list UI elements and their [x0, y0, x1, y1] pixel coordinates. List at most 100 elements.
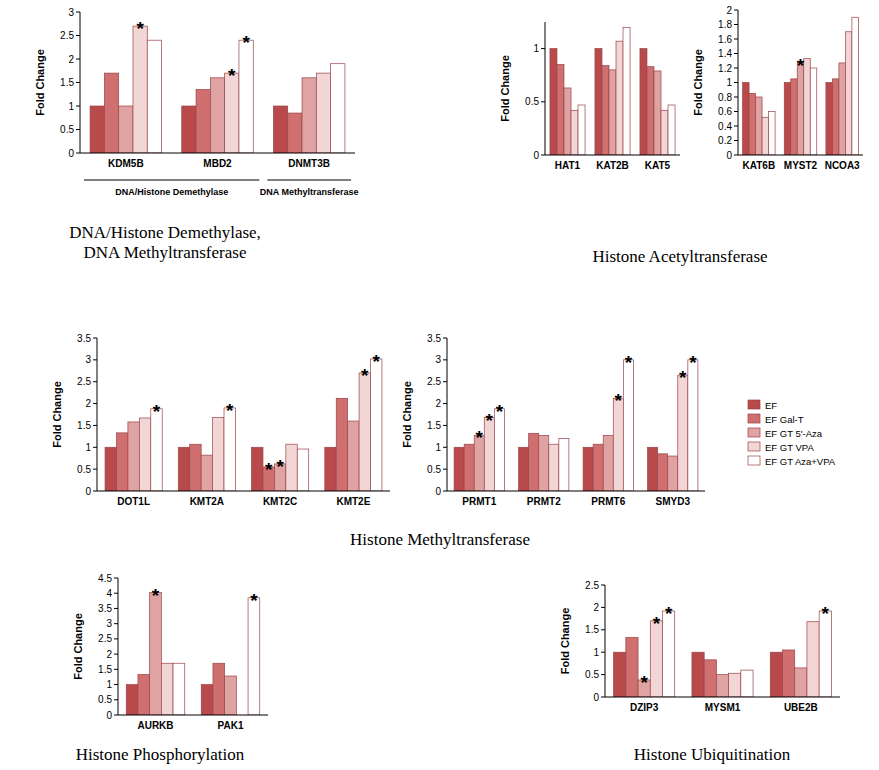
y-tick-label: 0: [533, 150, 539, 161]
bar: [602, 66, 609, 155]
significance-marker: *: [496, 401, 504, 422]
significance-marker: *: [653, 613, 661, 634]
bar: [348, 421, 359, 491]
bar: [661, 110, 668, 155]
bar: [770, 652, 782, 697]
chart: 00.511.522.533.5Fold ChangeDOT1LKMT2AKMT…: [51, 333, 530, 550]
bar: [138, 675, 150, 715]
x-tick-label: PRMT1: [462, 496, 496, 507]
y-tick-label: 0.5: [98, 694, 112, 705]
bar: [104, 73, 118, 153]
caption: Histone Methyltransferase: [350, 530, 530, 549]
y-tick: [93, 425, 97, 426]
legend-swatch: [748, 428, 760, 437]
bar: [182, 106, 196, 153]
y-tick-label: 2: [106, 649, 112, 660]
x-tick-label: KDM5B: [108, 158, 144, 169]
group-label: DNA Methyltransferase: [260, 187, 359, 197]
bar: [190, 444, 201, 491]
bar: [647, 67, 654, 155]
significance-marker: *: [665, 603, 673, 624]
y-tick-label: 4: [106, 588, 112, 599]
x-tick-label: DZIP3: [630, 702, 659, 713]
y-tick-label: 2.5: [427, 376, 441, 387]
x-tick-label: KMT2A: [190, 496, 224, 507]
y-tick: [601, 585, 605, 586]
bar: [359, 373, 370, 491]
y-tick-label: 2: [593, 602, 599, 613]
bar: [201, 685, 213, 715]
y-tick: [93, 491, 97, 492]
bar: [704, 660, 716, 697]
x-tick-label: UBE2B: [784, 702, 818, 713]
bar: [795, 668, 807, 697]
y-tick: [601, 674, 605, 675]
y-tick-label: 2: [435, 398, 441, 409]
bar: [464, 444, 474, 491]
y-tick: [114, 684, 118, 685]
y-tick-label: 0.5: [525, 96, 539, 107]
x-tick-label: MBD2: [203, 158, 232, 169]
y-axis-title: Fold Change: [559, 608, 571, 675]
y-tick-label: 0: [68, 148, 74, 159]
caption: DNA/Histone Demethylase,DNA Methyltransf…: [69, 223, 261, 262]
figure: 00.511.522.53Fold ChangeKDM5BMBD2DNMT3BD…: [0, 0, 879, 770]
legend-label: EF Gal-T: [765, 414, 804, 425]
y-tick-label: 2: [68, 54, 74, 65]
bar: [119, 106, 133, 153]
bar: [845, 32, 852, 155]
y-tick: [443, 447, 447, 448]
x-tick-label: KAT6B: [743, 160, 776, 171]
y-tick-label: 0.5: [585, 669, 599, 680]
bar: [614, 652, 626, 697]
y-tick: [601, 607, 605, 608]
bar: [210, 78, 224, 153]
y-tick: [734, 24, 738, 25]
bar: [128, 422, 139, 491]
significance-marker: *: [153, 401, 161, 422]
bar: [213, 418, 224, 491]
bar: [756, 97, 763, 155]
bars: [743, 17, 859, 155]
bar: [626, 637, 638, 697]
y-tick: [734, 155, 738, 156]
significance-marker: *: [265, 459, 273, 480]
y-tick: [93, 359, 97, 360]
y-tick: [601, 697, 605, 698]
y-tick-label: 0.5: [427, 464, 441, 475]
y-tick: [541, 48, 545, 49]
y-tick-label: 1.5: [427, 420, 441, 431]
y-tick-label: 1.5: [585, 624, 599, 635]
y-tick: [734, 10, 738, 11]
y-tick-label: 1: [593, 647, 599, 658]
bar: [583, 447, 593, 491]
bar: [692, 652, 704, 697]
y-tick-label: 1: [435, 442, 441, 453]
y-tick: [443, 403, 447, 404]
caption-line: Histone Ubiquitination: [634, 745, 791, 764]
y-tick: [734, 126, 738, 127]
caption: Histone Phosphorylation: [76, 745, 245, 764]
significance-marker: *: [486, 410, 494, 431]
y-tick-label: 1.4: [718, 48, 732, 59]
bar: [616, 41, 623, 155]
x-tick-label: HAT1: [555, 160, 581, 171]
bar: [126, 685, 138, 715]
y-tick: [601, 652, 605, 653]
bar: [302, 78, 316, 153]
bar: [331, 64, 345, 153]
y-tick: [541, 155, 545, 156]
significance-marker: *: [625, 352, 633, 373]
bar: [161, 663, 173, 715]
y-tick-label: 1: [533, 43, 539, 54]
y-tick-label: 3: [106, 618, 112, 629]
y-tick-label: 1: [85, 442, 91, 453]
chart: 00.511.522.533.544.5Fold ChangeAURKBPAK1…: [72, 573, 268, 765]
y-tick-label: 1.5: [98, 664, 112, 675]
bar: [623, 360, 633, 491]
caption-line: Histone Phosphorylation: [76, 745, 245, 764]
y-tick: [93, 403, 97, 404]
bar: [371, 359, 382, 491]
bar: [658, 454, 668, 491]
y-tick: [443, 359, 447, 360]
